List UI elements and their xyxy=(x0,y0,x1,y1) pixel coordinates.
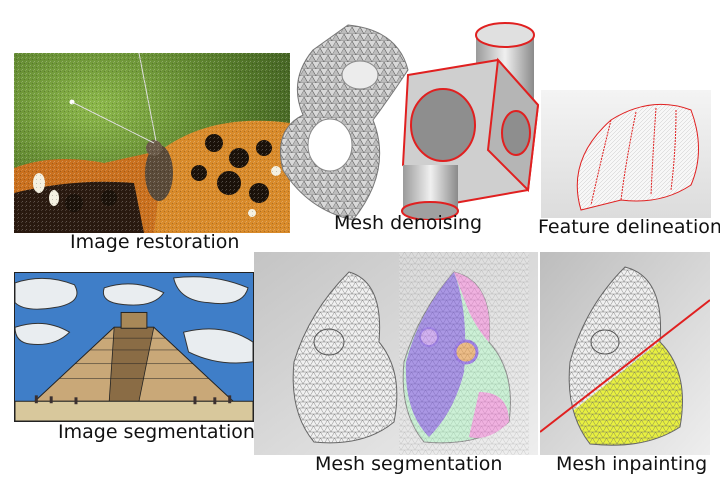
mesh-inpainting-caption: Mesh inpainting xyxy=(556,453,708,475)
image-segmentation-pyramid xyxy=(14,272,254,422)
mesh-segmentation-render xyxy=(254,252,538,455)
mesh-segmentation-caption: Mesh segmentation xyxy=(315,453,503,475)
image-restoration-photo xyxy=(14,53,290,233)
image-segmentation-caption: Image segmentation xyxy=(58,421,255,443)
mesh-inpainting-render xyxy=(540,252,710,455)
mesh-denoising-cad-block xyxy=(388,15,553,220)
image-restoration-caption: Image restoration xyxy=(70,231,240,253)
mesh-denoising-noisy-mesh xyxy=(268,20,418,225)
feature-delineation-mesh xyxy=(541,90,711,218)
mesh-denoising-caption: Mesh denoising xyxy=(334,212,483,234)
feature-delineation-caption: Feature delineation xyxy=(538,216,720,238)
